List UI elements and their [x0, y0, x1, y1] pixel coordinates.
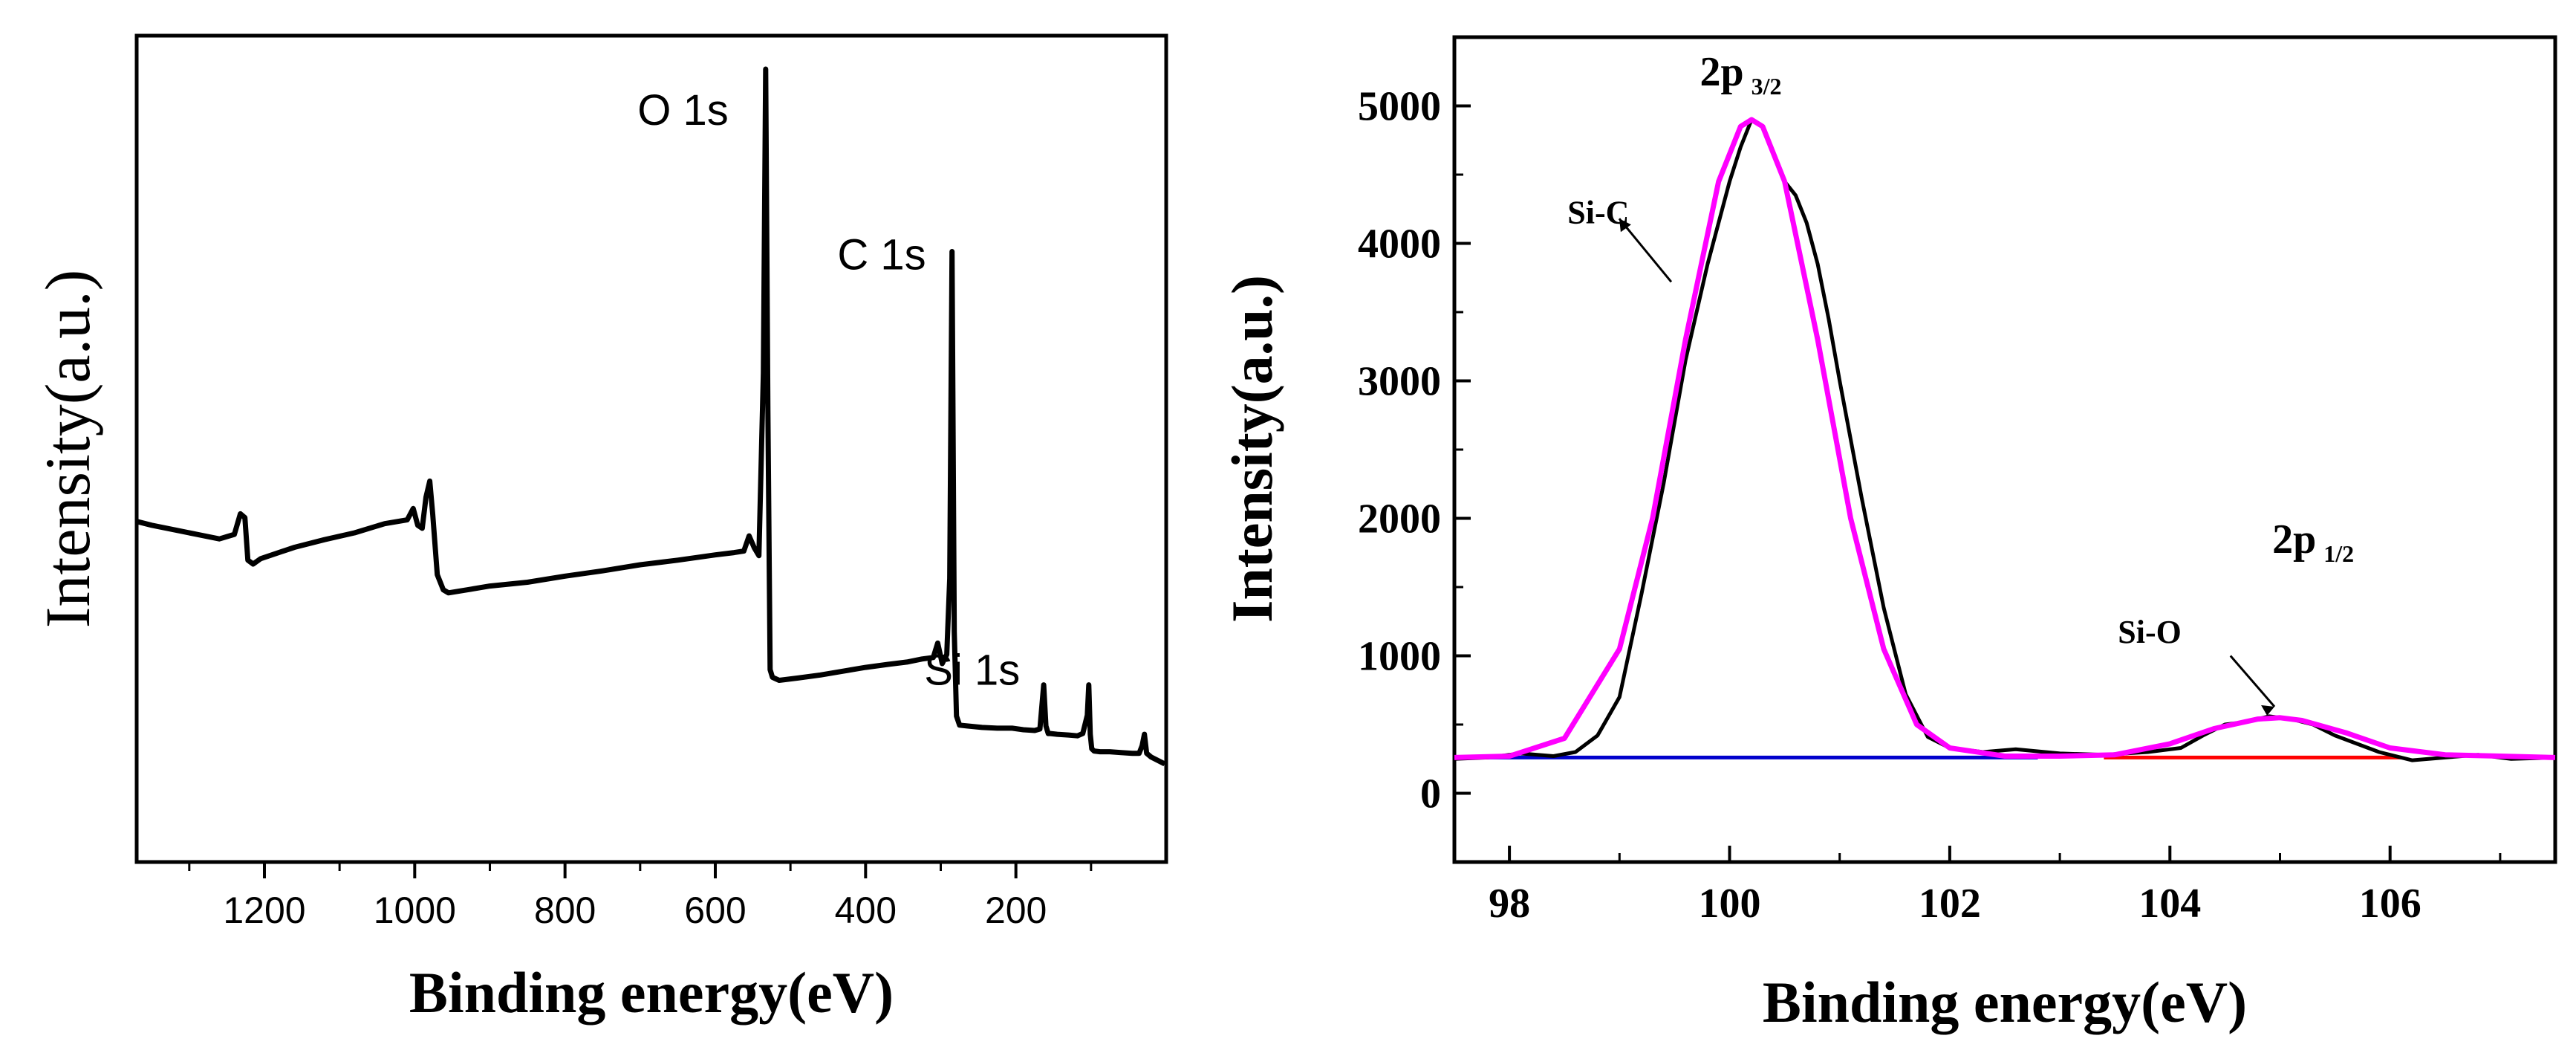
si2p-sio-label: Si-O [2118, 614, 2182, 650]
survey-x-tick-label: 600 [684, 890, 746, 931]
survey-plot-frame [134, 33, 1168, 864]
si2p-sic-arrow [1618, 218, 1673, 283]
si2p-orbital-label: 2p 1/2 [2272, 516, 2354, 567]
si2p-y-tick-label: 5000 [1358, 84, 1441, 130]
si2p-orbital-main: 2p [2272, 516, 2316, 563]
si2p-y-tick-label: 4000 [1358, 221, 1441, 268]
si2p-fit-envelope-line [1454, 117, 2556, 760]
si2p-axis-ticks: 98 100 102 104 106 0 1000 2000 3000 4000 5000 [1358, 84, 2502, 927]
survey-x-tick-label: 200 [985, 890, 1047, 931]
si2p-sic-arrowhead [1619, 218, 1631, 233]
si2p-orbital-main: 2p [1700, 49, 1744, 95]
survey-y-axis-label: Intensity(a.u.) [32, 270, 103, 628]
si2p-y-axis-label: Intensity(a.u.) [1220, 275, 1284, 623]
survey-x-tick-label: 800 [534, 890, 596, 931]
si2p-x-tick-label: 106 [2359, 881, 2421, 927]
si2p-x-tick-label: 100 [1699, 881, 1761, 927]
si2p-x-tick-label: 98 [1489, 881, 1530, 927]
survey-x-tick-label: 400 [835, 890, 897, 931]
survey-x-axis-label: Binding energy(eV) [409, 960, 894, 1025]
survey-series [136, 66, 1166, 767]
survey-x-tick-label: 1200 [223, 890, 305, 931]
si2p-series [1454, 117, 2556, 762]
si2p-sic-label: Si-C [1567, 195, 1629, 231]
survey-x-ticks: 1200 1000 800 600 400 200 [188, 862, 1093, 931]
si2p-y-tick-label: 0 [1420, 771, 1441, 817]
survey-x-tick-label: 1000 [374, 890, 456, 931]
survey-peak-label: C 1s [837, 230, 926, 279]
si2p-sio-arrowhead [2261, 704, 2275, 716]
survey-spectrum-line [136, 66, 1166, 767]
si2p-orbital-sub: 1/2 [2323, 540, 2354, 567]
si2p-x-axis-label: Binding energy(eV) [1763, 970, 2247, 1034]
si2p-y-tick-label: 3000 [1358, 359, 1441, 405]
si2p-orbital-sub: 3/2 [1752, 73, 1782, 100]
survey-chart: 1200 1000 800 600 400 200 O 1s C 1s Si 1s Bindi… [32, 33, 1168, 1025]
si2p-sio-arrow [2229, 655, 2276, 707]
si2p-chart: 98 100 102 104 106 0 1000 2000 3000 4000 5000 2p 3/… [1220, 35, 2557, 1034]
si2p-annotations: 2p 3/2 2p 1/2 Si-C Si-O [1567, 49, 2354, 716]
si2p-x-tick-label: 104 [2138, 881, 2201, 927]
survey-peak-label: Si 1s [924, 647, 1020, 695]
si2p-x-tick-label: 102 [1919, 881, 1981, 927]
si2p-y-tick-label: 1000 [1358, 634, 1441, 680]
si2p-y-tick-label: 2000 [1358, 496, 1441, 542]
survey-annotations: O 1s C 1s Si 1s [637, 86, 1020, 695]
si2p-orbital-label: 2p 3/2 [1700, 49, 1782, 100]
survey-peak-label: O 1s [637, 86, 729, 135]
